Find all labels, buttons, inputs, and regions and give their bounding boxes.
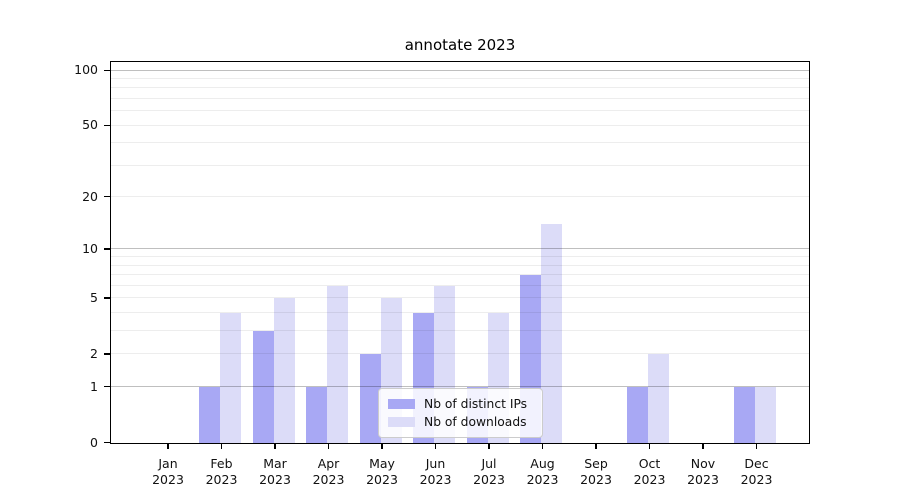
gridline (111, 97, 809, 99)
gridline (111, 264, 809, 266)
y-tick (104, 353, 110, 355)
y-tick (104, 297, 110, 299)
x-tick (595, 444, 597, 449)
x-tick-label: Oct 2023 (633, 456, 666, 487)
gridline (111, 110, 809, 112)
x-tick (541, 444, 544, 449)
y-tick-label: 50 (82, 117, 98, 133)
y-tick (104, 69, 110, 71)
bar-distinct-ips (199, 387, 220, 443)
x-tick (434, 444, 437, 449)
bar-downloads (755, 387, 776, 443)
plot-area (110, 61, 810, 444)
gridline (111, 330, 809, 332)
bar-distinct-ips (627, 387, 648, 443)
gridline (111, 386, 809, 388)
x-tick (327, 444, 330, 449)
y-tick-label: 2 (90, 345, 98, 361)
y-tick-label: 1 (90, 378, 98, 394)
bar-distinct-ips (306, 387, 327, 443)
bar-downloads (273, 298, 295, 443)
bar-distinct-ips (734, 387, 755, 443)
gridline (111, 69, 809, 71)
y-tick (104, 386, 110, 388)
gridline (111, 87, 809, 89)
gridline (111, 297, 809, 299)
bar-downloads (220, 313, 241, 443)
x-tick-label: Jun 2023 (419, 456, 452, 487)
x-tick (274, 444, 276, 449)
x-tick (167, 444, 169, 449)
legend: Nb of distinct IPs Nb of downloads (378, 388, 543, 438)
x-tick (220, 444, 223, 449)
chart-title: annotate 2023 (404, 36, 516, 54)
x-tick-label: May 2023 (366, 456, 398, 487)
x-tick-label: Feb 2023 (205, 456, 238, 487)
gridline (111, 248, 809, 250)
bar-downloads (541, 224, 562, 443)
legend-swatch-distinct-ips (388, 398, 415, 409)
x-tick-label: Sep 2023 (580, 456, 612, 487)
legend-swatch-downloads (388, 417, 415, 428)
legend-item-downloads: Nb of downloads (388, 415, 533, 429)
y-tick-label: 10 (82, 240, 98, 256)
gridline (111, 274, 809, 276)
x-tick (755, 444, 758, 449)
x-tick (648, 444, 651, 449)
bar-distinct-ips (359, 354, 381, 443)
x-tick-label: Nov 2023 (687, 456, 719, 487)
y-tick-label: 0 (90, 434, 98, 450)
gridline (111, 312, 809, 314)
x-tick-label: Jan 2023 (152, 456, 184, 487)
legend-item-distinct-ips: Nb of distinct IPs (388, 397, 533, 411)
x-tick-label: Mar 2023 (259, 456, 291, 487)
gridline (111, 284, 809, 286)
gridline (111, 164, 809, 166)
x-tick-label: Dec 2023 (740, 456, 773, 487)
y-tick (104, 442, 110, 444)
gridline (111, 353, 809, 355)
y-tick (104, 248, 110, 250)
bar-distinct-ips (252, 331, 274, 443)
x-tick-label: Aug 2023 (526, 456, 559, 487)
bar-downloads (648, 354, 669, 443)
gridline (111, 256, 809, 258)
x-tick (488, 444, 490, 449)
x-tick-label: Jul 2023 (473, 456, 505, 487)
x-tick-label: Apr 2023 (312, 456, 345, 487)
legend-label-distinct-ips: Nb of distinct IPs (424, 396, 528, 411)
x-tick (702, 444, 704, 449)
y-tick (104, 124, 110, 126)
gridline (111, 196, 809, 198)
gridline (111, 142, 809, 144)
gridline (111, 77, 809, 79)
legend-label-downloads: Nb of downloads (424, 415, 527, 430)
gridline (111, 124, 809, 126)
bar-downloads (327, 285, 348, 443)
x-tick (381, 444, 383, 449)
y-tick-label: 5 (90, 289, 98, 305)
y-tick-label: 100 (74, 62, 98, 77)
y-tick-label: 20 (82, 188, 98, 204)
y-tick (104, 196, 110, 198)
